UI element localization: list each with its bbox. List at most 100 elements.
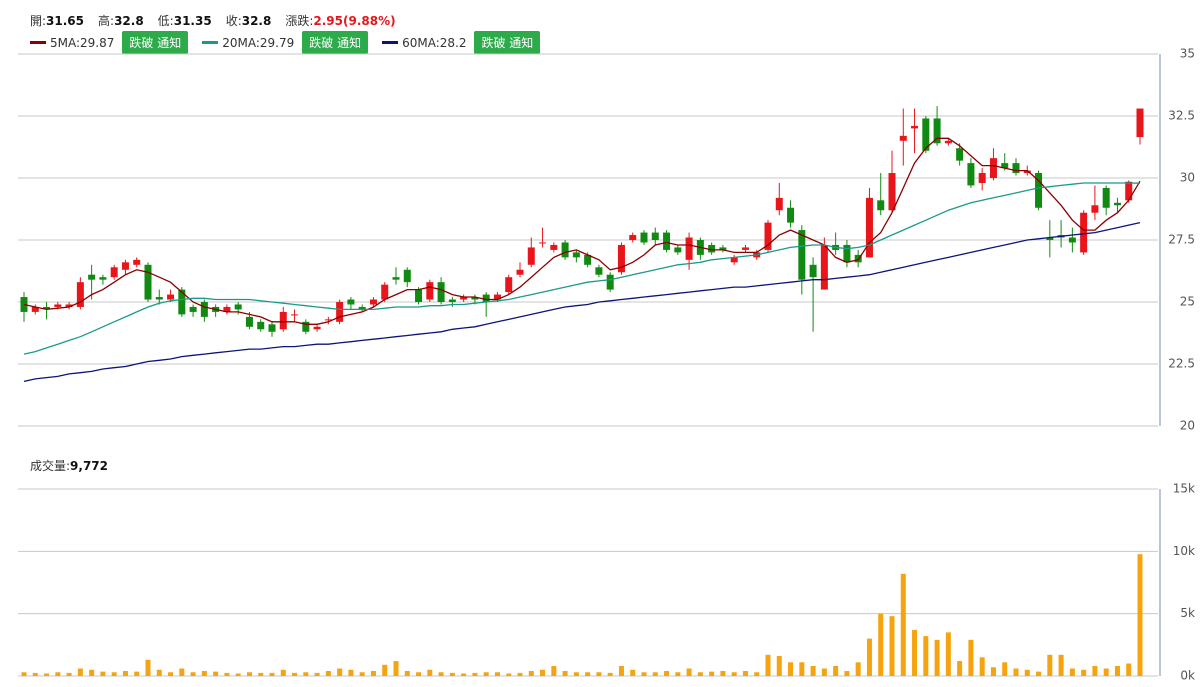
volume-bar: [258, 672, 264, 676]
candle-body: [99, 277, 107, 280]
volume-bar: [1013, 668, 1019, 676]
ma-line: [23, 182, 1141, 355]
candle-body: [629, 235, 637, 240]
y-tick-label: 35: [1180, 47, 1195, 61]
candle-body: [471, 297, 479, 300]
candle-body: [899, 135, 907, 141]
candle-body: [1023, 170, 1031, 174]
volume-bar: [585, 672, 591, 676]
volume-bar: [709, 671, 715, 676]
candle-body: [719, 247, 727, 250]
candle-body: [234, 304, 242, 310]
candle-body: [493, 294, 501, 300]
volume-bar: [788, 662, 794, 676]
candle-body: [741, 247, 749, 250]
legend-item: 60MA: 28.2: [382, 36, 466, 50]
volume-bar: [573, 672, 579, 676]
volume-value: 9,772: [70, 458, 109, 473]
candle-body: [369, 299, 377, 305]
candle-body: [381, 284, 389, 300]
quote-label: 漲跌:: [285, 14, 314, 28]
alert-button[interactable]: 跌破 通知: [474, 31, 541, 54]
volume-bar: [833, 666, 839, 676]
volume-bar: [754, 672, 760, 676]
candle-body: [651, 232, 659, 240]
candle-body: [798, 230, 806, 280]
candle-body: [561, 242, 569, 258]
volume-bar: [292, 672, 298, 676]
volume-bar: [348, 669, 354, 676]
volume-bar: [540, 669, 546, 676]
candle-body: [347, 299, 355, 305]
quote-label: 收:: [225, 14, 242, 28]
legend-value: 28.2: [439, 35, 467, 50]
volume-bar: [1103, 668, 1109, 676]
candle-body: [1012, 163, 1020, 174]
alert-button[interactable]: 跌破 通知: [302, 31, 369, 54]
candle-body: [178, 289, 186, 315]
volume-bar: [382, 664, 388, 676]
legend-swatch: [382, 41, 399, 44]
candle-body: [302, 321, 310, 332]
volume-bar: [742, 671, 748, 676]
ma-line: [23, 221, 1141, 383]
candle-body: [516, 269, 524, 275]
candle-body: [336, 302, 344, 322]
volume-bar: [990, 667, 996, 676]
y-tick-label: 27.5: [1168, 233, 1195, 247]
candle-body: [460, 297, 468, 300]
candle-body: [110, 267, 118, 278]
volume-bar: [1092, 666, 1098, 676]
quote-change: 2.95(9.88%): [313, 13, 396, 28]
legend-name: 5MA:: [50, 35, 81, 50]
volume-bar: [179, 668, 185, 676]
candle-body: [989, 158, 997, 178]
candle-body: [1046, 237, 1054, 240]
volume-bar: [190, 672, 196, 676]
candle-body: [31, 306, 39, 312]
volume-bar: [427, 669, 433, 676]
candle-body: [1102, 187, 1110, 208]
legend-item: 20MA: 29.79: [202, 36, 294, 50]
candle-body: [54, 304, 62, 307]
volume-bar: [821, 668, 827, 676]
candle-body: [437, 282, 445, 302]
candle-body: [76, 282, 84, 307]
volume-bar: [269, 672, 275, 676]
candle-body: [189, 306, 197, 312]
candle-body: [539, 242, 547, 244]
volume-bar: [280, 669, 286, 676]
volume-bar: [912, 629, 918, 676]
volume-bar: [889, 616, 895, 676]
candle-body: [505, 277, 513, 293]
volume-bar: [618, 666, 624, 676]
volume-header: 成交量: 9,772: [30, 457, 122, 474]
candle-body: [20, 297, 28, 312]
candle-body: [313, 326, 321, 330]
alert-button[interactable]: 跌破 通知: [122, 31, 189, 54]
candle-body: [730, 257, 738, 263]
volume-bar: [449, 672, 455, 676]
volume-bar: [416, 672, 422, 676]
y-tick-label: 25: [1180, 295, 1195, 309]
candle-body: [88, 274, 96, 280]
candle-body: [663, 232, 671, 250]
candle-body: [978, 173, 986, 183]
candle-body: [1068, 237, 1076, 243]
volume-bar: [731, 672, 737, 676]
volume-bar: [438, 672, 444, 676]
candle-body: [426, 282, 434, 300]
volume-bar: [866, 638, 872, 676]
candle-body: [133, 259, 141, 265]
candle-body: [358, 306, 366, 310]
candle-body: [674, 247, 682, 253]
volume-bar: [1002, 662, 1008, 676]
candle-body: [956, 148, 964, 161]
candle-body: [617, 244, 625, 273]
candle-body: [708, 244, 716, 253]
candle-body: [854, 254, 862, 263]
candle-body: [324, 319, 332, 321]
volume-bar: [122, 671, 128, 676]
volume-bar: [472, 672, 478, 676]
volume-bar: [213, 671, 219, 676]
